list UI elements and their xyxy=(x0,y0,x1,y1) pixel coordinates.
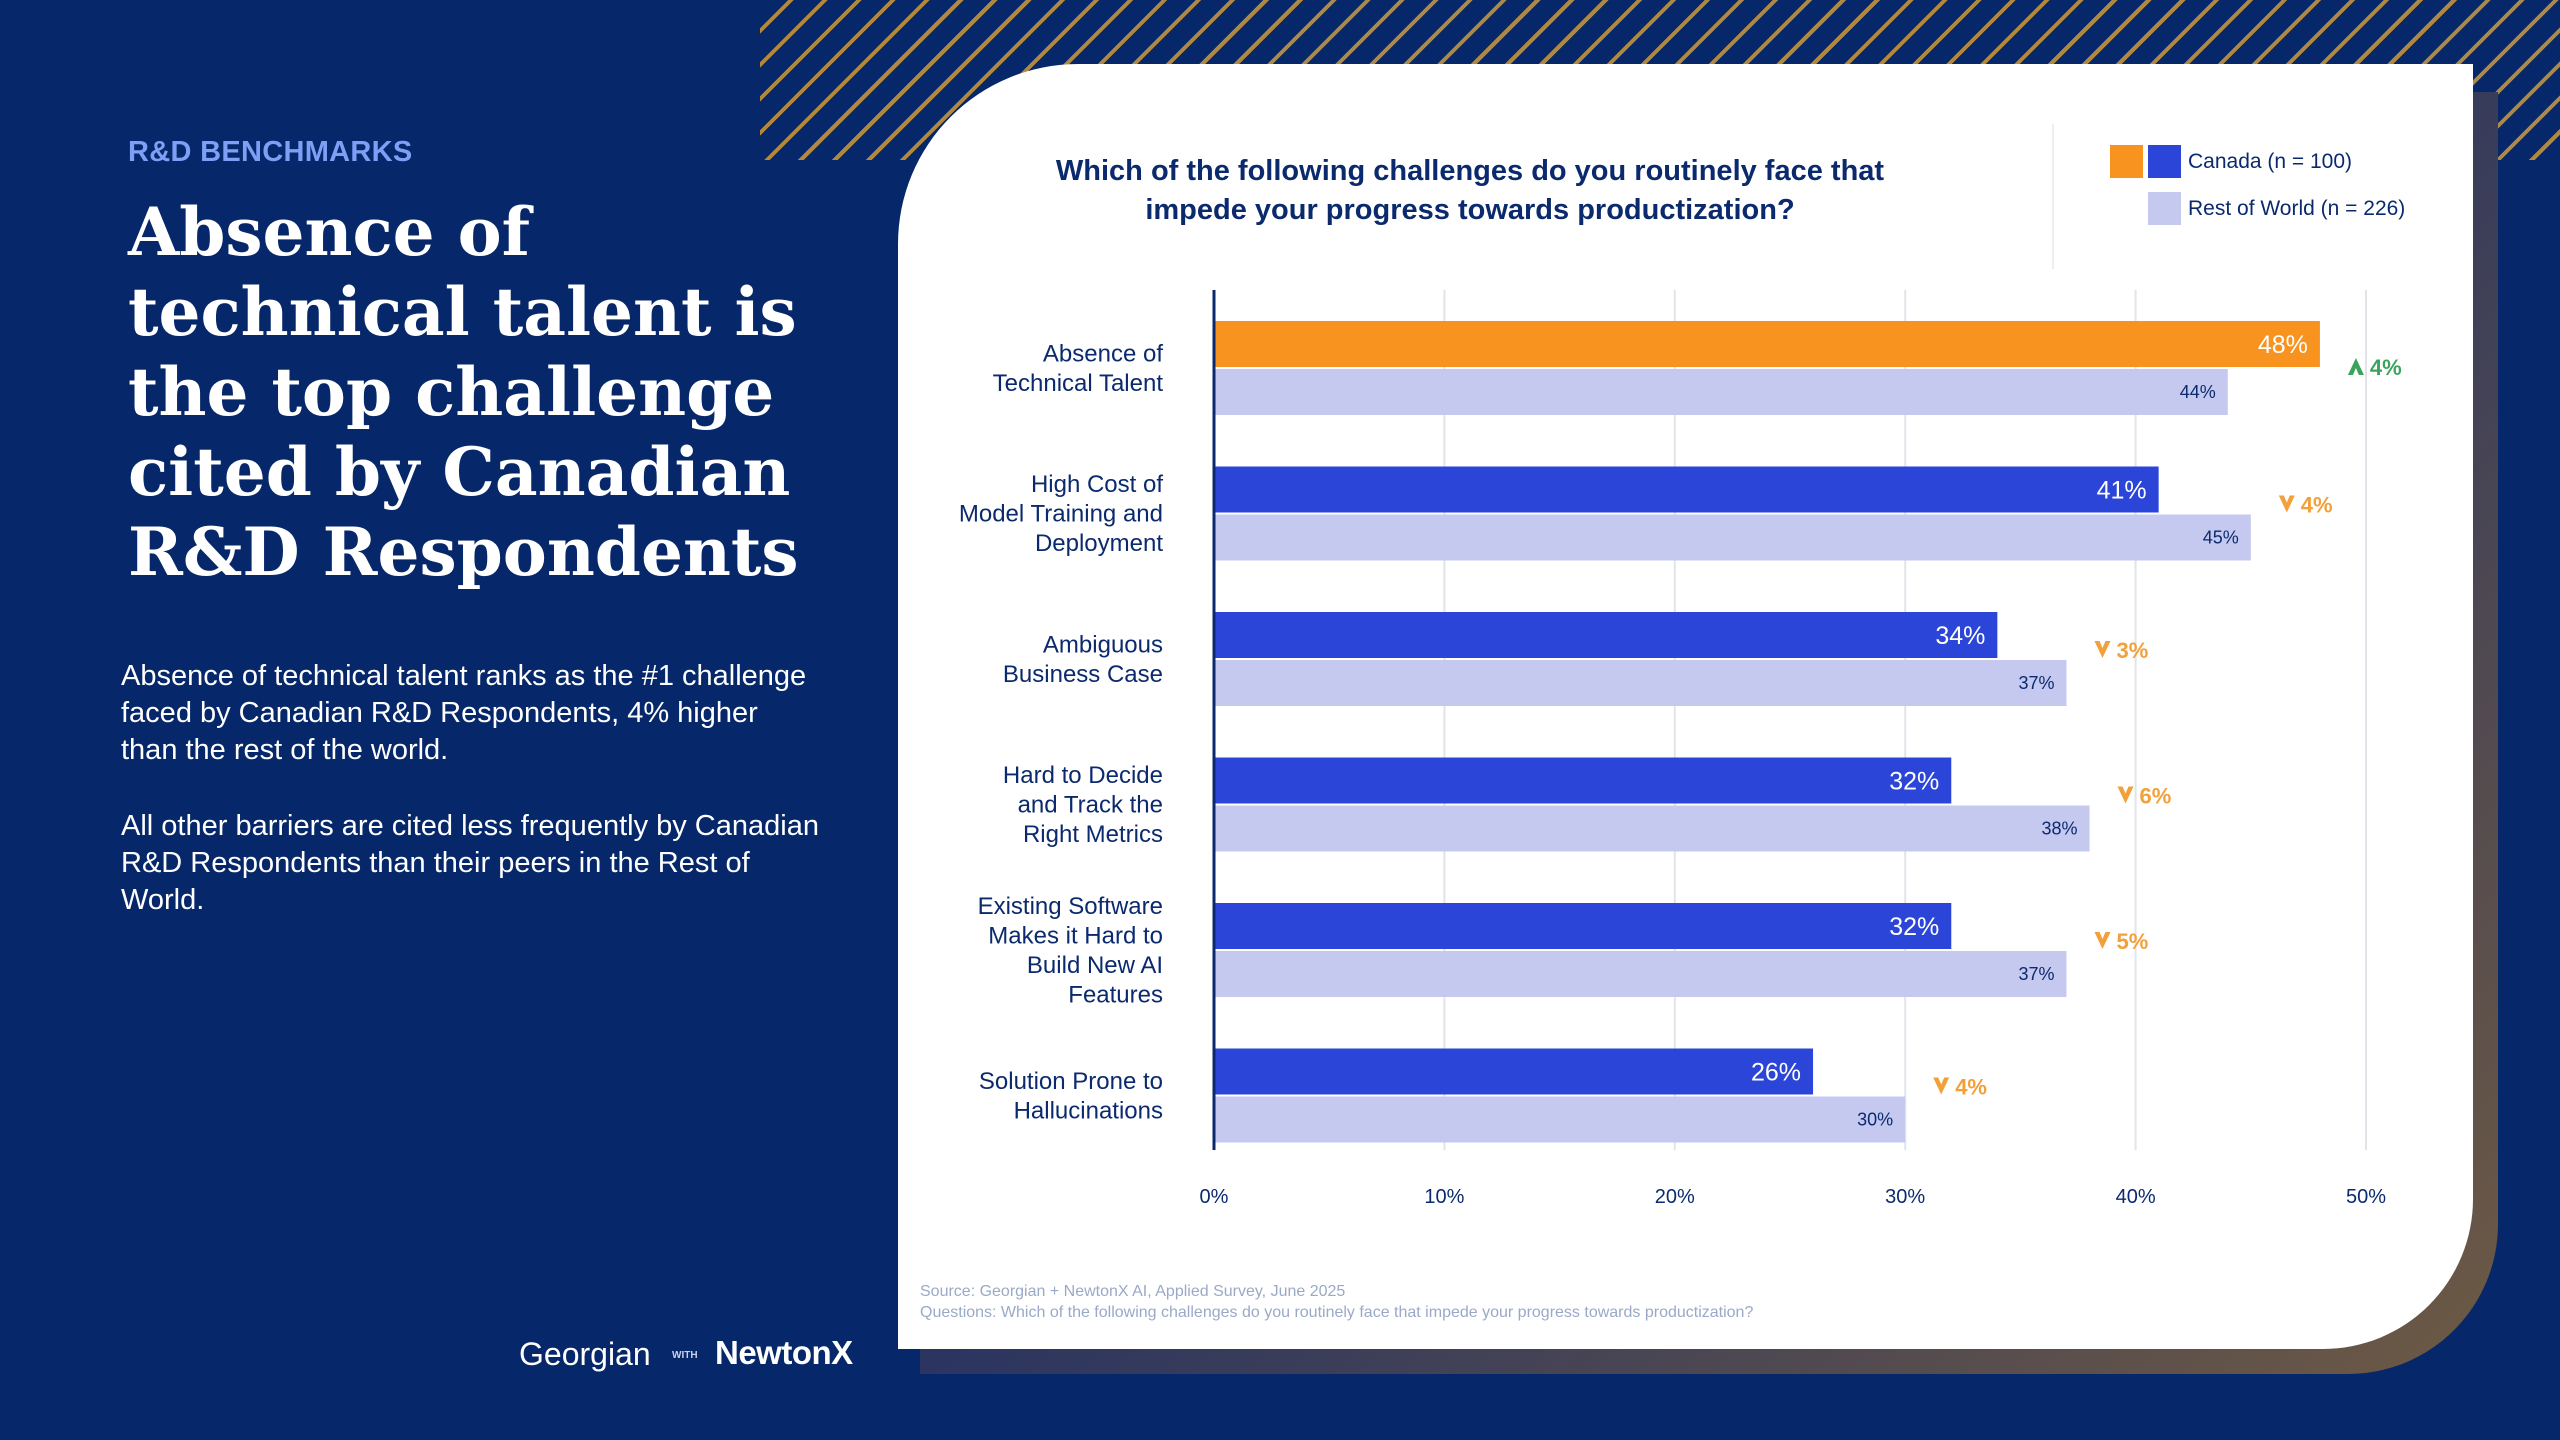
arrow-up-icon xyxy=(2347,358,2364,375)
data-label-rest-of-world: 30% xyxy=(1857,1110,1893,1130)
legend-swatch-canada-highlight xyxy=(2110,145,2143,178)
category-label: Solution Prone to Hallucinations xyxy=(979,1068,1163,1125)
data-label-canada: 32% xyxy=(1889,768,1939,796)
with-label: WITH xyxy=(672,1350,698,1361)
bar-canada xyxy=(1214,466,2159,513)
difference-label: 4% xyxy=(2370,355,2402,380)
data-label-canada: 48% xyxy=(2258,331,2308,359)
data-label-canada: 32% xyxy=(1889,913,1939,941)
summary-paragraph-2: All other barriers are cited less freque… xyxy=(121,810,819,916)
data-label-rest-of-world: 45% xyxy=(2203,528,2239,548)
bar-rest-of-world xyxy=(1214,805,2090,852)
x-tick-label: 50% xyxy=(2346,1186,2386,1208)
data-label-rest-of-world: 38% xyxy=(2041,819,2077,839)
bar-canada xyxy=(1214,1048,1814,1095)
data-label-canada: 41% xyxy=(2097,477,2147,505)
newtonx-logo: NewtonX xyxy=(715,1334,853,1371)
arrow-down-icon xyxy=(2094,932,2111,949)
data-label-rest-of-world: 37% xyxy=(2018,964,2054,984)
bar-canada xyxy=(1214,757,1952,804)
difference-label: 4% xyxy=(1955,1075,1987,1100)
data-label-canada: 34% xyxy=(1935,622,1985,650)
bar-canada xyxy=(1214,612,1998,658)
bar-canada xyxy=(1214,321,2320,367)
bar-rest-of-world xyxy=(1214,369,2228,415)
questions-line: Questions: Which of the following challe… xyxy=(920,1304,1754,1321)
page-title: Absence of technical talent is the top c… xyxy=(128,193,799,591)
georgian-logo: Georgian xyxy=(519,1336,651,1372)
x-tick-label: 20% xyxy=(1655,1186,1695,1208)
arrow-down-icon xyxy=(2117,786,2134,804)
x-tick-label: 0% xyxy=(1200,1186,1229,1208)
category-label: High Cost of Model Training and Deployment xyxy=(959,471,1163,557)
difference-label: 4% xyxy=(2301,493,2333,518)
data-label-canada: 26% xyxy=(1751,1059,1801,1087)
chart-title: Which of the following challenges do you… xyxy=(1055,155,1885,226)
legend-divider xyxy=(2052,124,2054,269)
category-label: Absence of Technical Talent xyxy=(993,340,1164,397)
source-line: Source: Georgian + NewtonX AI, Applied S… xyxy=(920,1283,1346,1300)
summary-paragraph-1: Absence of technical talent ranks as the… xyxy=(121,660,807,766)
difference-label: 5% xyxy=(2116,929,2148,954)
x-tick-label: 40% xyxy=(2116,1186,2156,1208)
eyebrow-label: R&D BENCHMARKS xyxy=(128,136,413,168)
category-label: Ambiguous Business Case xyxy=(1003,631,1163,688)
bar-canada xyxy=(1214,903,1952,949)
difference-label: 6% xyxy=(2140,784,2172,809)
bar-rest-of-world xyxy=(1214,514,2251,561)
category-label: Hard to Decide and Track the Right Metrics xyxy=(1003,762,1163,848)
data-label-rest-of-world: 37% xyxy=(2018,673,2054,693)
data-label-rest-of-world: 44% xyxy=(2180,382,2216,402)
bar-rest-of-world xyxy=(1214,660,2067,706)
legend-swatch-canada xyxy=(2148,145,2181,178)
arrow-down-icon xyxy=(2094,641,2111,658)
category-label: Existing Software Makes it Hard to Build N… xyxy=(978,893,1163,1009)
source-note: Source: Georgian + NewtonX AI, Applied S… xyxy=(920,1281,1753,1323)
arrow-down-icon xyxy=(2278,495,2295,513)
bar-rest-of-world xyxy=(1214,1096,1906,1143)
x-tick-label: 30% xyxy=(1885,1186,1925,1208)
x-tick-label: 10% xyxy=(1424,1186,1464,1208)
difference-label: 3% xyxy=(2116,638,2148,663)
legend-label-rest-of-world: Rest of World (n = 226) xyxy=(2188,197,2406,220)
bar-rest-of-world xyxy=(1214,951,2067,997)
legend-label-canada: Canada (n = 100) xyxy=(2188,150,2353,173)
legend-swatch-rest-of-world xyxy=(2148,192,2181,225)
arrow-down-icon xyxy=(1933,1077,1950,1095)
